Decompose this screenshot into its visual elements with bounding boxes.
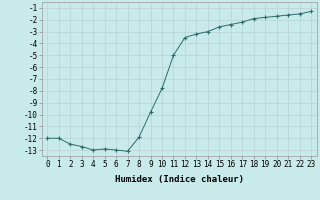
X-axis label: Humidex (Indice chaleur): Humidex (Indice chaleur) — [115, 175, 244, 184]
